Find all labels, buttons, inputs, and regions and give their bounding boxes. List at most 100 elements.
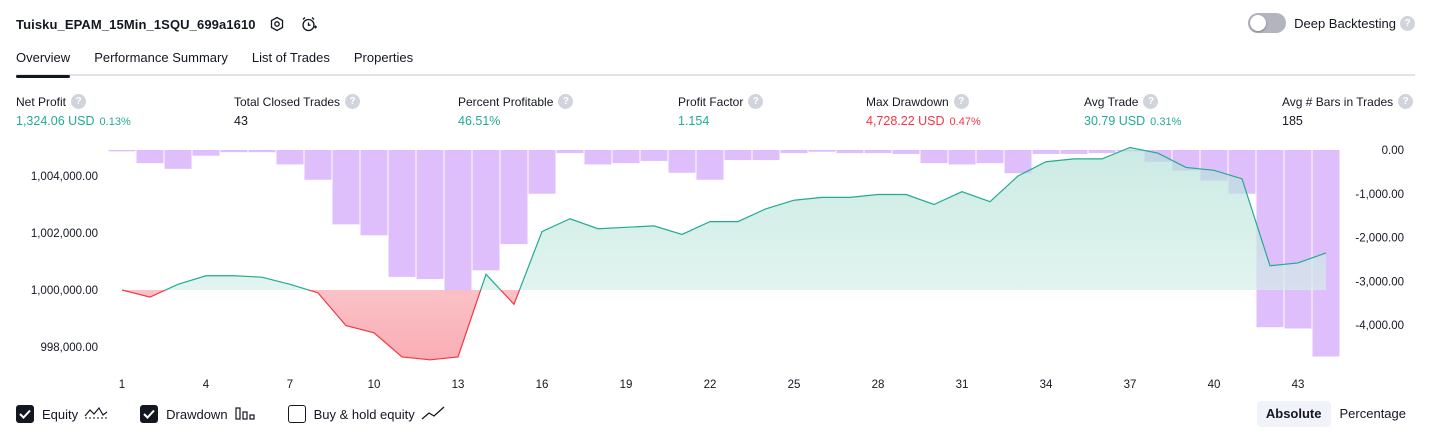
drawdown-checkbox[interactable] [140,405,159,423]
metric-value: 30.79 USD [1084,114,1146,128]
help-icon[interactable]: ? [1143,94,1159,109]
drawdown-bar [752,150,780,161]
drawdown-bar [864,150,892,154]
tab-bar: Overview Performance Summary List of Tra… [16,46,1415,78]
drawdown-bar [1088,150,1116,154]
metric-percent: 0.47% [949,116,981,128]
drawdown-bar [976,150,1004,164]
metric-avg-bars: Avg # Bars in Trades? 185 [1282,94,1414,130]
deep-backtesting-control: Deep Backtesting ? [1248,13,1415,33]
help-icon[interactable]: ? [345,94,361,109]
metric-profit-factor: Profit Factor? 1.154 [678,94,764,130]
strategy-header: Tuisku_EPAM_15Min_1SQU_699a1610 [16,12,320,36]
drawdown-bar [136,150,164,164]
x-axis-tick-label: 19 [620,379,633,391]
x-axis-tick-label: 22 [704,379,717,391]
drawdown-bar [304,150,332,180]
settings-icon[interactable] [266,13,288,35]
drawdown-bar [920,150,948,164]
buy-hold-line-icon [421,405,445,424]
metric-total-closed-trades: Total Closed Trades? 43 [234,94,361,130]
tab-properties[interactable]: Properties [353,50,414,65]
drawdown-bar [808,150,836,152]
metric-value: 1,324.06 USD [16,114,95,128]
metric-label: Net Profit [16,94,67,109]
drawdown-bar [640,150,668,161]
equity-loss-area [122,290,1326,360]
x-axis-tick-label: 4 [203,379,210,391]
right-axis-tick-label: -1,000.00 [1355,189,1404,201]
x-axis-tick-label: 7 [287,379,293,391]
drawdown-bar [892,150,920,154]
metric-label: Avg Trade [1084,94,1139,109]
equity-chart[interactable]: 1,004,000.00 1,002,000.00 1,000,000.00 998,… [0,140,1431,395]
help-icon[interactable]: ? [71,94,87,109]
legend-equity[interactable]: Equity [16,405,108,424]
metric-value: 185 [1282,114,1303,128]
right-axis-tick-label: -3,000.00 [1355,276,1404,288]
drawdown-bars-icon [234,405,256,424]
drawdown-bar [556,150,584,154]
equity-line-negative [121,290,521,361]
drawdown-bar [528,150,556,194]
drawdown-bar [416,150,444,280]
equity-chart-svg: 1,004,000.00 1,002,000.00 1,000,000.00 998,… [31,145,1404,391]
metric-percent-profitable: Percent Profitable? 46.51% [458,94,574,130]
drawdown-bar [1004,150,1032,174]
tab-performance-summary[interactable]: Performance Summary [94,50,228,65]
left-axis-tick-label: 1,002,000.00 [31,228,98,240]
metric-label: Percent Profitable [458,94,554,109]
drawdown-bar [1060,150,1088,154]
add-alert-icon[interactable] [298,13,320,35]
drawdown-bar [276,150,304,165]
metric-label: Total Closed Trades [234,94,341,109]
drawdown-bar [164,150,192,169]
help-icon[interactable]: ? [1398,94,1414,109]
drawdown-bar [248,150,276,153]
x-axis-tick-label: 28 [872,379,885,391]
drawdown-bar [1032,150,1060,154]
drawdown-bar [192,150,220,156]
help-icon[interactable]: ? [558,94,574,109]
absolute-button[interactable]: Absolute [1256,401,1331,427]
strategy-title: Tuisku_EPAM_15Min_1SQU_699a1610 [16,16,256,32]
x-axis-tick-label: 13 [452,379,465,391]
drawdown-bar [612,150,640,164]
metric-max-drawdown: Max Drawdown? 4,728.22 USD 0.47% [866,94,981,130]
buy-hold-label: Buy & hold equity [313,406,415,422]
drawdown-bar [724,150,752,161]
equity-checkbox[interactable] [16,405,34,423]
x-axis-tick-label: 40 [1208,379,1221,391]
x-axis-tick-label: 34 [1040,379,1053,391]
metric-value: 1.154 [678,114,710,128]
help-icon[interactable]: ? [748,94,764,109]
drawdown-bar [388,150,416,277]
metric-percent: 0.13% [99,116,131,128]
drawdown-bar [780,150,808,154]
help-icon[interactable]: ? [953,94,969,109]
help-icon[interactable]: ? [1400,15,1415,31]
buy-hold-checkbox[interactable] [287,405,306,423]
drawdown-bar [444,150,472,295]
tab-list-of-trades[interactable]: List of Trades [251,50,330,65]
x-axis-tick-label: 31 [956,379,969,391]
drawdown-bar [948,150,976,165]
drawdown-bar [584,150,612,165]
metric-percent: 0.31% [1150,116,1182,128]
chart-legend: Equity Drawdown Buy & hold equity [16,402,477,426]
tab-overview[interactable]: Overview [16,46,71,78]
drawdown-bar [500,150,528,245]
metric-value: 4,728.22 USD [866,114,945,128]
toggle-knob [1250,15,1267,31]
legend-buy-hold[interactable]: Buy & hold equity [287,405,445,424]
drawdown-label: Drawdown [166,406,228,422]
percentage-button[interactable]: Percentage [1339,406,1407,421]
drawdown-bar [220,150,248,153]
x-axis-tick-label: 16 [536,379,549,391]
equity-label: Equity [42,406,79,422]
drawdown-bar [332,150,360,225]
legend-drawdown[interactable]: Drawdown [140,405,255,424]
deep-backtesting-toggle[interactable] [1248,13,1287,33]
right-axis-tick-label: -2,000.00 [1355,233,1404,245]
metric-label: Profit Factor [678,94,744,109]
